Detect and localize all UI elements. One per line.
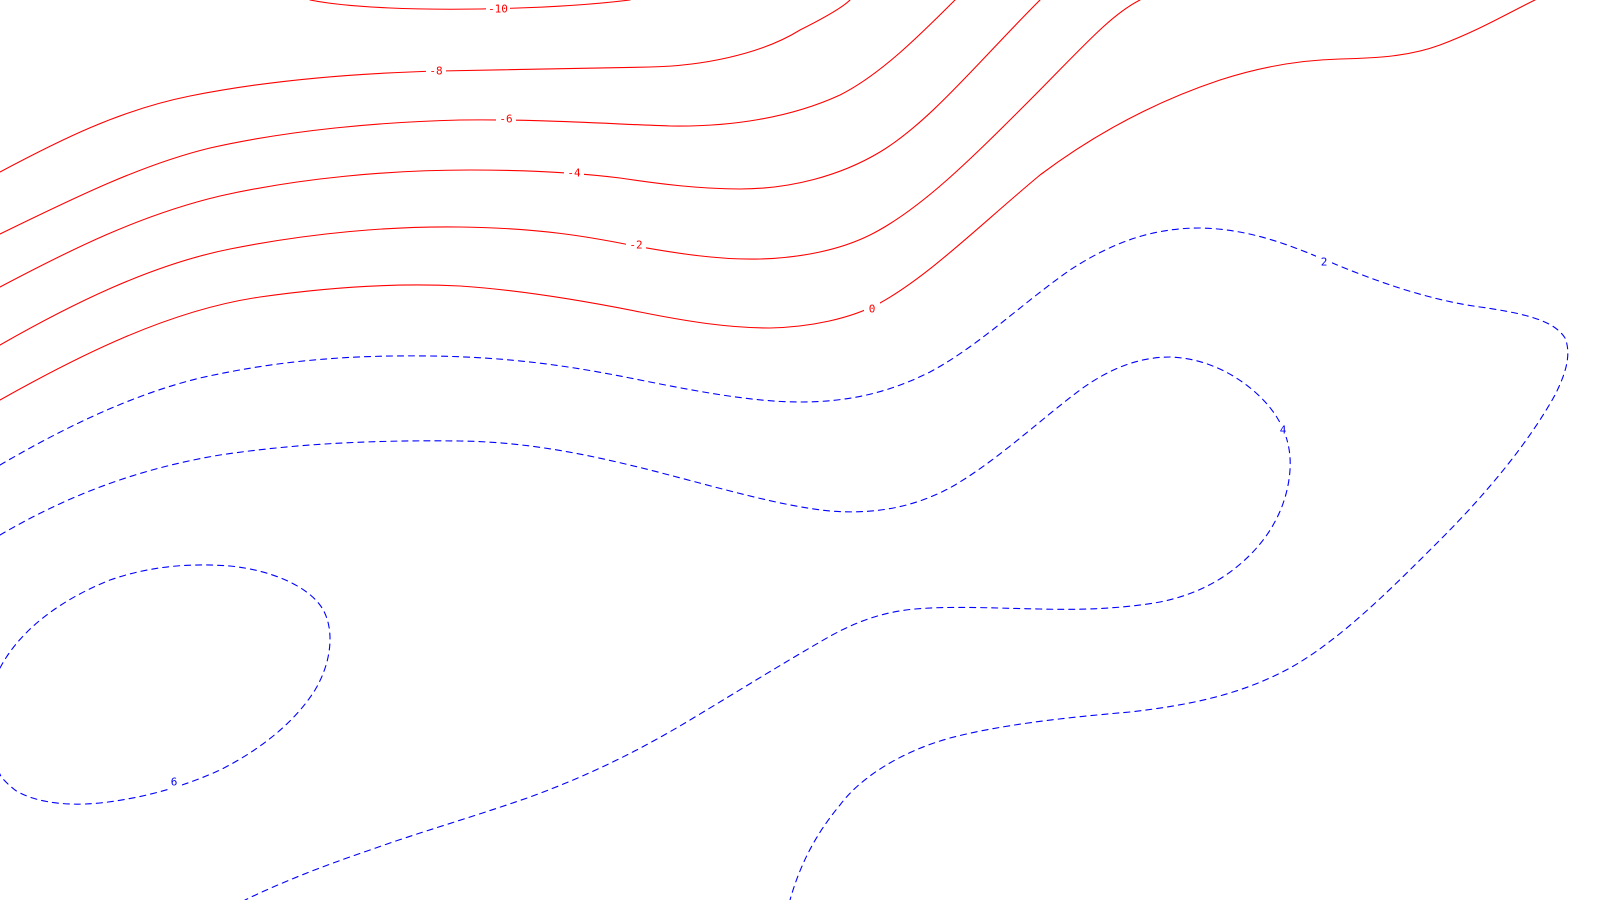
- contour-line-pos-6: 6: [0, 564, 331, 805]
- contour-line-zero: 0: [0, 0, 1536, 401]
- contour-line-neg-10: -10: [309, 0, 631, 16]
- contour-label: 2: [1321, 256, 1328, 269]
- contour-label: -8: [429, 65, 442, 78]
- contour-line-neg-2: -2: [0, 0, 1141, 346]
- contour-path: [0, 356, 1291, 900]
- contour-label: 6: [171, 776, 178, 789]
- contour-line-neg-6: -6: [0, 0, 956, 235]
- contour-label: 4: [1280, 424, 1287, 437]
- contour-line-neg-4: -4: [0, 0, 1041, 288]
- contour-path: [0, 564, 331, 805]
- contour-label: 0: [869, 303, 876, 316]
- contour-path: [0, 0, 1141, 346]
- contour-path: [0, 0, 851, 173]
- contour-path: [0, 0, 1041, 288]
- contour-line-pos-2: 2: [0, 227, 1569, 900]
- contour-path: [0, 0, 1536, 401]
- contour-line-neg-8: -8: [0, 0, 851, 173]
- contour-line-pos-4: 4: [0, 356, 1291, 900]
- contour-label: -4: [567, 167, 581, 180]
- contour-label: -10: [488, 3, 508, 16]
- contour-path: [309, 0, 631, 10]
- contour-label: -6: [499, 113, 512, 126]
- contour-label: -2: [629, 239, 642, 252]
- contour-path: [0, 227, 1569, 900]
- contour-path: [0, 0, 956, 235]
